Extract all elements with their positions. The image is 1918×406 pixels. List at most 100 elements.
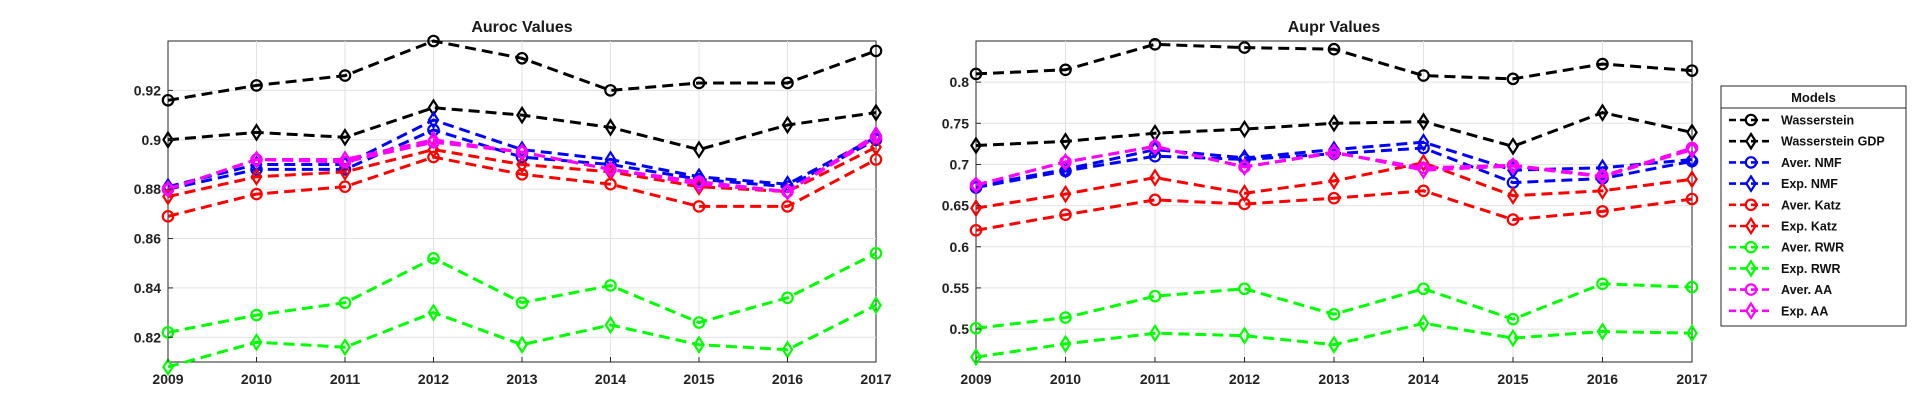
auroc-point-exp-aa <box>870 125 882 145</box>
legend-entry-exp-nmf: Exp. NMF <box>1729 174 1838 193</box>
aupr-line-wasserstein-gdp <box>975 111 1693 148</box>
aupr-point-aver-rwr <box>1596 277 1609 291</box>
legend-label: Wasserstein GDP <box>1781 135 1885 149</box>
aupr-point-aver-rwr <box>1238 282 1251 296</box>
auroc-point-wasserstein-gdp <box>427 98 440 117</box>
auroc-x-tick-label: 2011 <box>330 371 361 387</box>
aupr-point-exp-katz <box>1507 186 1519 205</box>
aupr-point-exp-rwr <box>1059 334 1072 354</box>
auroc-point-wasserstein-gdp <box>604 118 617 137</box>
auroc-point-exp-aa <box>427 130 440 150</box>
auroc-title: Auroc Values <box>471 19 572 36</box>
aupr-point-exp-aa <box>1328 142 1340 162</box>
legend-marker <box>1744 240 1758 254</box>
auroc-series-exp-rwr <box>162 295 882 377</box>
auroc-point-aver-katz <box>161 210 175 223</box>
aupr-line-aver-katz <box>975 189 1693 232</box>
aupr-point-exp-katz <box>1059 184 1072 204</box>
aupr-point-exp-aa <box>1596 167 1609 187</box>
aupr-line-exp-katz <box>975 161 1693 210</box>
legend-label: Aver. RWR <box>1781 241 1844 255</box>
aupr-point-wasserstein <box>1596 57 1609 71</box>
aupr-point-exp-katz <box>1328 171 1340 191</box>
auroc-point-aver-katz <box>338 180 352 193</box>
legend-label: Aver. Katz <box>1781 198 1841 212</box>
aupr-point-exp-rwr <box>1686 323 1698 343</box>
aupr-point-aver-rwr <box>1685 280 1699 294</box>
aupr-y-ticks: 0.5 0.55 0.6 0.65 0.7 0.75 0.8 <box>942 74 981 337</box>
aupr-point-wasserstein <box>1238 41 1251 54</box>
auroc-series-wasserstein <box>161 34 883 107</box>
legend-label: Exp. NMF <box>1781 177 1838 191</box>
aupr-series-group <box>969 37 1699 367</box>
legend-entries: Wasserstein Wasserstein GDP Aver. NMF Exp. … <box>1729 113 1885 321</box>
auroc-point-wasserstein <box>161 93 175 107</box>
auroc-grid <box>168 41 876 362</box>
auroc-point-exp-katz <box>516 155 528 174</box>
aupr-x-tick-label: 2016 <box>1587 371 1618 387</box>
auroc-line-wasserstein-gdp <box>167 106 877 152</box>
aupr-point-exp-aa <box>970 175 982 195</box>
auroc-point-wasserstein-gdp <box>516 105 528 125</box>
auroc-point-exp-rwr <box>250 333 263 352</box>
auroc-line-exp-nmf <box>167 118 877 189</box>
aupr-point-exp-rwr <box>1149 323 1161 343</box>
aupr-point-exp-rwr <box>1596 322 1609 341</box>
aupr-point-wasserstein-gdp <box>1596 103 1609 122</box>
auroc-y-ticks: 0.82 0.84 0.86 0.88 0.9 0.92 <box>134 82 173 345</box>
aupr-point-exp-katz <box>1149 168 1161 187</box>
legend-label: Exp. Katz <box>1781 220 1837 234</box>
auroc-point-wasserstein <box>604 84 617 97</box>
aupr-x-tick-label: 2017 <box>1676 371 1707 387</box>
aupr-chart: 2009 2010 2011 2012 2013 2014 2015 2016 2017 0.5… <box>942 19 1708 387</box>
auroc-point-exp-katz <box>870 137 882 157</box>
aupr-point-exp-nmf <box>1686 150 1698 169</box>
auroc-point-exp-katz <box>339 162 351 182</box>
legend-marker <box>1744 156 1758 169</box>
aupr-point-exp-katz <box>1686 170 1698 189</box>
auroc-x-tick-label: 2012 <box>418 371 449 387</box>
auroc-point-exp-aa <box>339 150 351 169</box>
auroc-point-aver-rwr <box>604 279 617 292</box>
aupr-line-exp-aa <box>975 144 1693 187</box>
aupr-point-wasserstein-gdp <box>1059 132 1072 151</box>
legend-marker <box>1745 131 1757 151</box>
legend-entry-aver-aa: Aver. AA <box>1729 283 1832 297</box>
legend-entry-wasserstein-gdp: Wasserstein GDP <box>1729 131 1885 151</box>
aupr-point-aver-katz <box>1327 191 1341 205</box>
auroc-y-tick-label: 0.92 <box>134 82 161 98</box>
auroc-point-wasserstein <box>515 51 529 65</box>
auroc-point-aver-katz <box>781 200 794 213</box>
auroc-series-wasserstein-gdp <box>162 98 882 159</box>
aupr-y-tick-label: 0.8 <box>950 74 970 90</box>
aupr-point-exp-aa <box>1686 140 1698 159</box>
aupr-point-wasserstein-gdp <box>1328 114 1340 133</box>
auroc-point-exp-aa <box>250 150 263 169</box>
aupr-series-wasserstein <box>969 37 1699 86</box>
aupr-point-wasserstein-gdp <box>1686 123 1698 142</box>
legend-marker <box>1745 259 1757 278</box>
auroc-point-exp-nmf <box>604 150 617 169</box>
auroc-point-exp-nmf <box>870 128 882 147</box>
auroc-point-exp-rwr <box>516 335 528 354</box>
legend-label: Exp. RWR <box>1781 262 1841 276</box>
auroc-series-group <box>161 34 883 377</box>
aupr-y-tick-label: 0.7 <box>950 156 970 172</box>
aupr-point-wasserstein-gdp <box>1417 112 1430 131</box>
aupr-point-wasserstein <box>969 67 983 81</box>
aupr-y-tick-label: 0.75 <box>942 115 969 131</box>
auroc-chart: 2009 2010 2011 2012 2013 2014 2015 2016 2017 0.8… <box>134 19 892 387</box>
auroc-point-exp-rwr <box>339 337 351 357</box>
auroc-line-aver-rwr <box>167 252 877 334</box>
auroc-point-exp-rwr <box>870 295 882 315</box>
legend-marker <box>1744 283 1758 296</box>
aupr-point-exp-nmf <box>1328 140 1340 159</box>
auroc-point-wasserstein-gdp <box>781 115 794 135</box>
aupr-point-exp-aa <box>1238 157 1251 177</box>
legend-marker <box>1744 113 1758 127</box>
auroc-line-wasserstein <box>167 39 877 102</box>
auroc-y-tick-label: 0.84 <box>134 280 161 296</box>
auroc-point-aver-rwr <box>250 308 263 322</box>
auroc-point-exp-aa <box>693 174 705 194</box>
aupr-x-tick-label: 2013 <box>1318 371 1349 387</box>
